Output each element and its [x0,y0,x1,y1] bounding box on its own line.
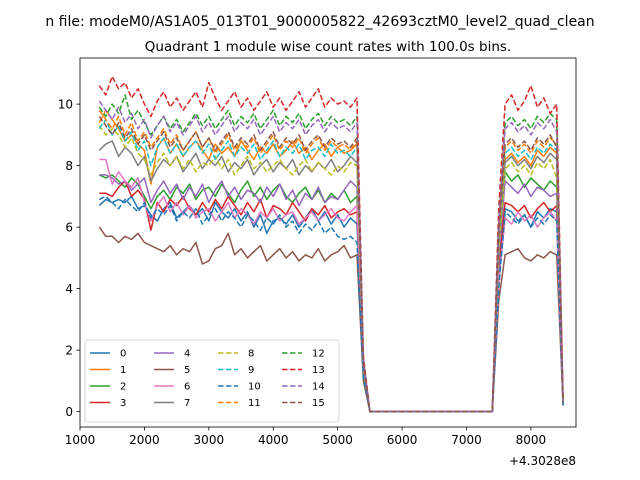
x-tick-label-5000: 5000 [322,433,353,447]
y-tick-label-4: 4 [65,282,73,296]
legend-label-7: 7 [184,398,190,409]
figure-suptitle: n file: modeM0/AS1A05_013T01_9000005822_… [45,14,594,30]
axes: 1000 2000 3000 4000 5000 6000 7000 80000246810+… [58,57,577,468]
x-tick-label-1000: 1000 [65,433,96,447]
legend-frame [84,339,340,423]
y-tick-label-10: 10 [58,98,73,112]
legend-label-6: 6 [184,382,190,393]
x-tick-label-7000: 7000 [451,433,482,447]
legend-label-8: 8 [248,349,254,360]
legend-label-15: 15 [312,398,325,409]
legend-label-14: 14 [312,382,325,393]
legend-label-2: 2 [120,382,126,393]
plot-area [98,75,564,413]
legend-label-11: 11 [248,398,261,409]
legend-label-4: 4 [184,349,190,360]
x-tick-label-8000: 8000 [516,433,547,447]
x-tick-label-6000: 6000 [387,433,418,447]
legend-label-5: 5 [184,365,190,376]
x-tick-label-3000: 3000 [194,433,225,447]
legend-label-3: 3 [120,398,126,409]
legend-label-9: 9 [248,365,254,376]
y-tick-label-2: 2 [65,344,73,358]
y-tick-label-8: 8 [65,159,73,173]
x-offset-label: +4.3028e8 [509,454,576,468]
series-line-15 [98,115,564,413]
axes-frame [79,57,577,428]
series-line-14 [98,100,564,413]
legend-label-10: 10 [248,382,261,393]
legend-label-1: 1 [120,365,126,376]
chart-title: Quadrant 1 module wise count rates with … [145,39,511,55]
x-tick-label-2000: 2000 [129,433,160,447]
legend-label-12: 12 [312,349,325,360]
legend-label-0: 0 [120,349,126,360]
y-tick-label-0: 0 [65,405,73,419]
legend-label-13: 13 [312,365,325,376]
y-tick-label-6: 6 [65,221,73,235]
x-tick-label-4000: 4000 [258,433,289,447]
